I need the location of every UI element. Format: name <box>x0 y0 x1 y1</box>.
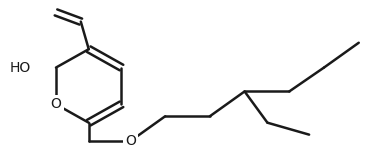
Text: O: O <box>125 134 136 148</box>
Text: HO: HO <box>10 61 31 75</box>
Text: O: O <box>51 97 61 111</box>
